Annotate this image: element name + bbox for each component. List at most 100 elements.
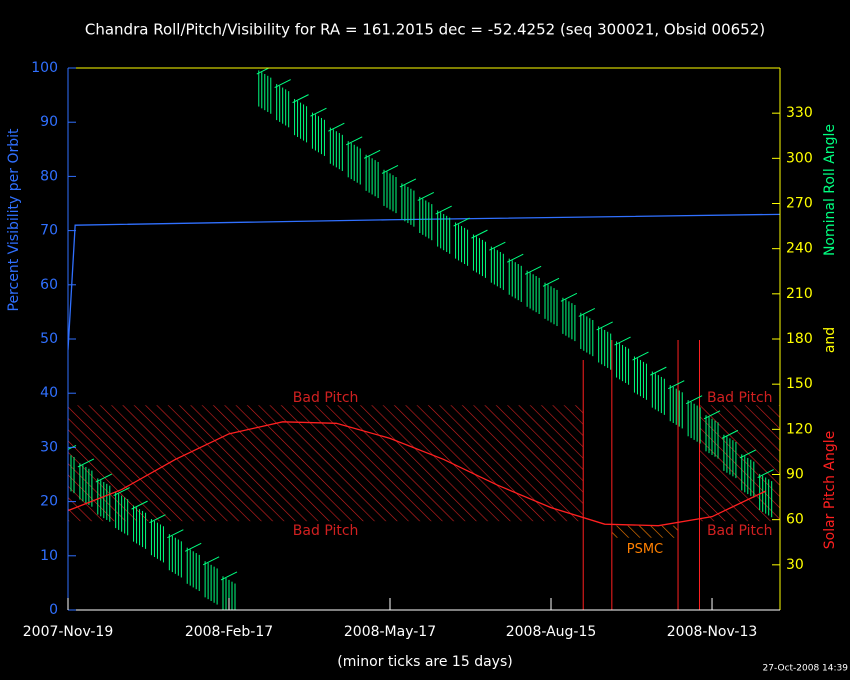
series-line xyxy=(68,421,766,527)
y2-tick-label: 120 xyxy=(786,421,813,437)
error-bar xyxy=(542,277,560,327)
y2-tick-label: 240 xyxy=(786,241,813,257)
x-tick-label: 2008-Nov-13 xyxy=(667,624,758,640)
error-bar-cap xyxy=(381,164,399,174)
error-bar-cap xyxy=(703,410,721,420)
error-bar-cap xyxy=(220,571,238,581)
y2-tick-label: 180 xyxy=(786,331,813,347)
error-bar xyxy=(131,500,148,549)
error-bar-cap xyxy=(614,336,631,346)
error-bar xyxy=(507,253,524,302)
region-label: Bad Pitch xyxy=(293,523,359,539)
y2-axis-label: and xyxy=(822,327,838,353)
region xyxy=(699,405,780,522)
error-bar-cap xyxy=(399,178,417,188)
error-bar xyxy=(614,336,631,385)
error-bar xyxy=(739,449,757,498)
error-bar xyxy=(721,429,739,479)
y2-tick-label: 330 xyxy=(786,105,813,121)
error-bar-cap xyxy=(524,265,542,275)
error-bar xyxy=(185,542,202,592)
y2-axis-label: Solar Pitch Angle xyxy=(822,431,838,550)
plot-area xyxy=(68,68,780,610)
error-bar-cap xyxy=(542,277,560,287)
error-bar xyxy=(77,458,95,507)
error-bar xyxy=(292,94,309,143)
region-label: Bad Pitch xyxy=(707,523,773,539)
error-bar-cap xyxy=(668,380,685,390)
error-bar-cap xyxy=(507,253,524,263)
error-bar xyxy=(363,149,381,199)
y2-tick-label: 210 xyxy=(786,286,813,302)
error-bar-cap xyxy=(435,205,452,215)
y-tick-label: 30 xyxy=(40,439,58,455)
error-bar xyxy=(167,529,184,578)
y2-tick-label: 150 xyxy=(786,376,813,392)
region xyxy=(611,525,679,538)
error-bar-cap xyxy=(256,68,270,75)
error-bar xyxy=(220,571,238,610)
y2-tick-label: 60 xyxy=(786,512,804,528)
y-tick-label: 10 xyxy=(40,548,58,564)
error-bar-cap xyxy=(739,449,757,459)
error-bar-cap xyxy=(471,229,488,239)
region-label: Bad Pitch xyxy=(293,390,359,406)
error-bar-cap xyxy=(417,192,435,201)
y-tick-label: 80 xyxy=(40,168,58,184)
error-bar-cap xyxy=(328,122,345,132)
error-bar-cap xyxy=(650,366,667,376)
y2-tick-label: 300 xyxy=(786,150,813,166)
x-tick-label: 2008-May-17 xyxy=(344,624,436,640)
error-bar-cap xyxy=(131,500,148,510)
error-bar xyxy=(757,469,774,518)
region-label: PSMC xyxy=(627,542,663,557)
error-bar xyxy=(310,107,327,156)
y-tick-label: 60 xyxy=(40,277,58,293)
error-bar-cap xyxy=(292,94,309,104)
series-line xyxy=(68,213,780,350)
error-bar xyxy=(274,79,291,128)
error-bar xyxy=(149,514,166,563)
error-bar xyxy=(524,265,542,314)
y-tick-label: 50 xyxy=(40,331,58,347)
error-bar-cap xyxy=(578,307,596,317)
error-bar xyxy=(113,487,130,536)
error-bar xyxy=(346,136,363,185)
error-bar xyxy=(256,68,272,114)
y-tick-label: 70 xyxy=(40,223,58,239)
error-bar xyxy=(399,178,417,227)
region xyxy=(68,405,584,522)
error-bar-cap xyxy=(346,136,363,146)
error-bar-cap xyxy=(95,473,113,483)
y-tick-label: 20 xyxy=(40,494,58,510)
error-bar xyxy=(435,205,452,254)
error-bar xyxy=(668,380,685,429)
y2-tick-label: 90 xyxy=(786,467,804,483)
error-bar xyxy=(685,395,703,444)
error-bar xyxy=(471,229,488,278)
region-label: Bad Pitch xyxy=(707,390,773,406)
error-bar-cap xyxy=(363,149,381,159)
x-tick-label: 2008-Aug-15 xyxy=(506,624,597,640)
y-tick-label: 100 xyxy=(31,60,58,76)
timestamp: 27-Oct-2008 14:39 xyxy=(763,664,849,674)
error-bar xyxy=(417,192,435,241)
error-bar-cap xyxy=(274,79,291,89)
error-bar-cap xyxy=(149,514,166,524)
error-bar xyxy=(560,292,578,342)
error-bar xyxy=(68,444,77,494)
error-bar-cap xyxy=(685,395,703,405)
y2-tick-label: 270 xyxy=(786,196,813,212)
error-bar xyxy=(328,122,345,171)
error-bar xyxy=(650,366,667,415)
error-bar-cap xyxy=(310,107,327,117)
y-axis-label: Percent Visibility per Orbit xyxy=(6,128,22,312)
error-bar-cap xyxy=(560,292,578,302)
chart-title: Chandra Roll/Pitch/Visibility for RA = 1… xyxy=(85,21,765,39)
y2-axis-label: Nominal Roll Angle xyxy=(822,124,838,256)
error-bar xyxy=(381,164,399,214)
error-bar-cap xyxy=(113,487,130,497)
